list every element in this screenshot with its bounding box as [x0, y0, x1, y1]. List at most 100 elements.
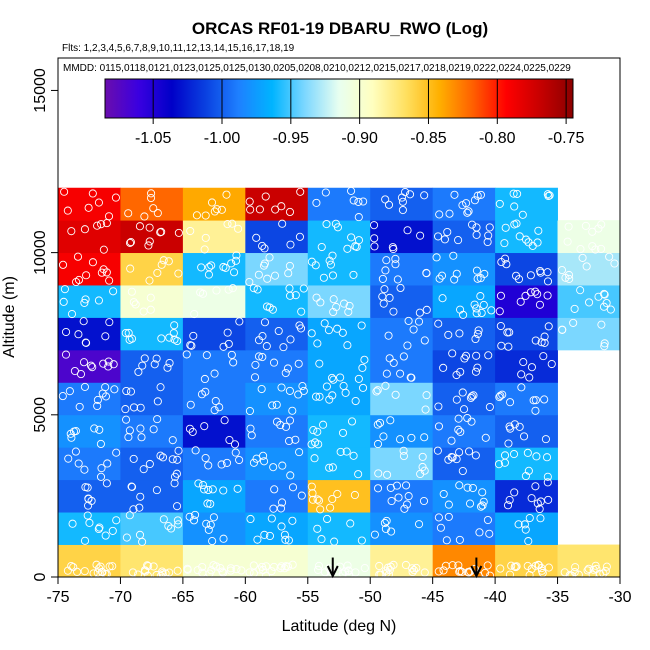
sample-point [307, 329, 316, 338]
sample-point [231, 256, 241, 265]
sample-point [206, 520, 215, 529]
sample-point [322, 382, 331, 391]
sample-point [483, 561, 492, 570]
sample-point [510, 488, 519, 497]
sample-point [476, 274, 485, 283]
sample-point [326, 260, 335, 269]
heatmap-cell [432, 252, 496, 286]
sample-point [163, 363, 172, 372]
sample-point [93, 221, 102, 230]
sample-point [258, 352, 267, 362]
sample-point [476, 502, 486, 511]
sample-point [531, 406, 540, 415]
sample-point [136, 492, 145, 501]
sample-point [387, 527, 396, 536]
sample-point [183, 564, 192, 573]
sample-point [311, 438, 320, 447]
sample-point [79, 317, 88, 326]
sample-point [504, 342, 513, 351]
sample-point [156, 383, 165, 392]
sample-point [254, 270, 263, 279]
heatmap-cell [495, 349, 558, 383]
heatmap-cell [120, 544, 184, 578]
sample-point [597, 320, 606, 329]
sample-point [245, 277, 254, 287]
sample-point [258, 241, 267, 250]
y-tick-label: 10000 [32, 230, 49, 275]
sample-point [182, 350, 191, 359]
sample-point [288, 560, 297, 569]
sample-point [157, 227, 166, 236]
sample-point [93, 401, 102, 411]
sample-point [450, 190, 459, 199]
sample-point [591, 561, 600, 570]
sample-point [126, 387, 136, 396]
sample-point [127, 482, 137, 491]
sample-point [403, 341, 412, 350]
sample-point [465, 499, 475, 508]
sample-point [218, 567, 227, 576]
sample-point [194, 479, 203, 488]
sample-point [455, 535, 464, 544]
colorbar-tick-label: -0.95 [273, 130, 310, 147]
sample-point [169, 329, 178, 338]
sample-point [514, 520, 523, 529]
sample-point [309, 426, 318, 435]
sample-point [104, 212, 114, 221]
sample-point [173, 336, 182, 346]
sample-point [276, 504, 286, 513]
sample-point [391, 260, 400, 269]
sample-point [284, 269, 293, 278]
sample-point [58, 392, 67, 401]
sample-point [382, 256, 391, 265]
sample-point [404, 492, 413, 501]
sample-point [245, 406, 254, 416]
heatmap-cell [495, 544, 558, 578]
heatmap-cell [182, 479, 246, 513]
sample-point [414, 520, 424, 529]
sample-point [484, 231, 493, 240]
sample-point [197, 390, 207, 399]
sample-point [277, 383, 286, 392]
sample-point [381, 524, 390, 533]
sample-point [312, 198, 321, 207]
arrow-head [326, 565, 339, 579]
sample-point [333, 223, 342, 232]
sample-point [88, 363, 97, 372]
sample-point [283, 364, 292, 373]
sample-point [479, 300, 488, 309]
sample-point [454, 425, 463, 434]
sample-point [523, 448, 532, 457]
sample-point [540, 395, 549, 404]
sample-point [467, 220, 477, 229]
sample-point [168, 436, 177, 445]
sample-point [291, 291, 300, 300]
sample-point [281, 368, 290, 378]
sample-point [443, 227, 452, 237]
sample-point [291, 435, 300, 444]
sample-point [531, 396, 540, 405]
sample-point [72, 277, 81, 287]
sample-point [228, 284, 237, 293]
sample-point [122, 415, 131, 424]
sample-point [276, 420, 285, 430]
sample-point [415, 308, 424, 317]
sample-point [245, 568, 254, 577]
sample-point [557, 266, 567, 275]
sample-point [145, 237, 154, 246]
heatmap-cell [182, 349, 246, 383]
sample-point [101, 392, 111, 401]
sample-point [225, 435, 234, 445]
sample-point [485, 571, 495, 580]
sample-point [401, 560, 410, 570]
sample-point [109, 287, 118, 296]
sample-point [448, 561, 457, 570]
sample-point [386, 416, 395, 425]
sample-point [286, 335, 295, 344]
sample-point [407, 373, 416, 382]
sample-point [234, 224, 243, 233]
sample-point [420, 191, 429, 200]
sample-point [547, 359, 556, 369]
sample-point [126, 238, 135, 247]
sample-point [373, 484, 383, 493]
